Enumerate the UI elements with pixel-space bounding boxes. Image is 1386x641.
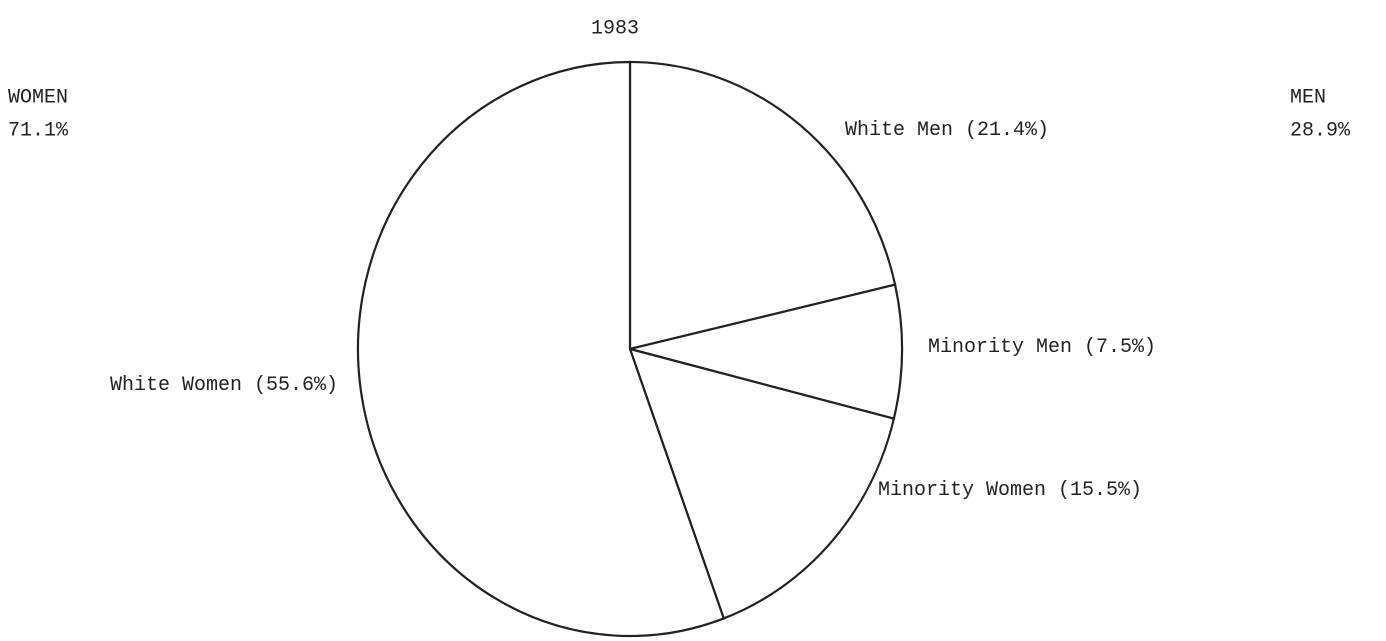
slice-name: Minority Women	[878, 479, 1046, 502]
slice-label: White Women (55.6%)	[110, 374, 338, 397]
pie-slice	[356, 60, 726, 638]
slice-name: White Men	[845, 119, 953, 142]
slice-value-label: (15.5%)	[1058, 479, 1142, 502]
slice-value-label: (55.6%)	[254, 374, 338, 397]
slice-label: Minority Men (7.5%)	[928, 336, 1156, 359]
group-share: 28.9%	[1290, 119, 1351, 142]
slice-label: Minority Women (15.5%)	[878, 479, 1142, 502]
pie-slice	[628, 60, 897, 351]
group-share: 71.1%	[8, 119, 69, 142]
pie-slice	[628, 347, 896, 620]
pie-slice	[629, 283, 904, 420]
group-name: MEN	[1290, 86, 1326, 109]
slice-name: Minority Men	[928, 336, 1072, 359]
slice-name: White Women	[110, 374, 242, 397]
slice-label: White Men (21.4%)	[845, 119, 1049, 142]
slice-value-label: (7.5%)	[1084, 336, 1156, 359]
slice-value-label: (21.4%)	[965, 119, 1049, 142]
chart-title: 1983	[591, 17, 639, 40]
group-name: WOMEN	[8, 86, 68, 109]
